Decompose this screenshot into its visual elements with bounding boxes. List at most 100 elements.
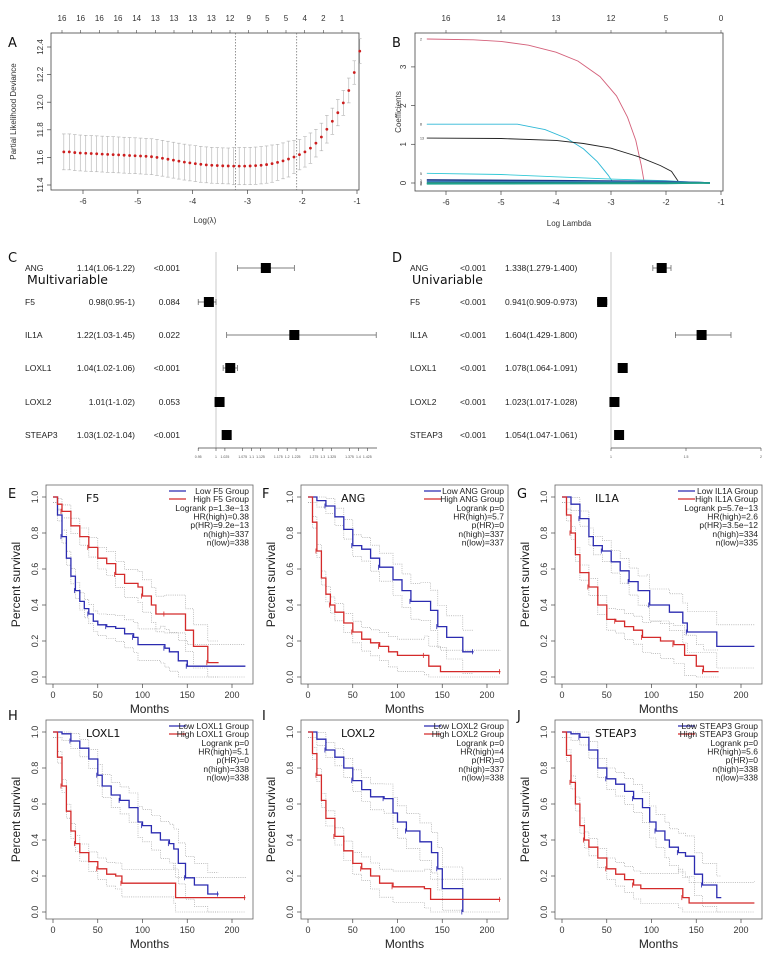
deviance-point — [215, 164, 219, 167]
confidence-band — [562, 737, 755, 913]
plot-frame — [50, 32, 360, 191]
survival-curve — [562, 731, 722, 899]
confidence-band — [53, 731, 246, 878]
y-tick-label: 0.2 — [539, 870, 549, 883]
top-tick-label: 1 — [340, 14, 345, 23]
top-tick-label: 5 — [284, 14, 289, 23]
confidence-band — [308, 496, 474, 631]
deviance-point — [232, 164, 236, 168]
plot-frame — [554, 484, 763, 685]
deviance-point — [347, 89, 351, 92]
deviance-point — [254, 164, 258, 168]
deviance-point — [139, 154, 142, 158]
legend-label: Low IL1A Group — [697, 486, 758, 496]
confidence-band — [53, 737, 219, 913]
deviance-point — [67, 150, 71, 154]
y-tick-label: 1.0 — [285, 726, 295, 739]
stat-text: n(high)=338 — [712, 764, 758, 774]
deviance-point — [314, 141, 318, 145]
y-axis-label: Coefficients — [394, 91, 403, 133]
x-tick-label: 100 — [644, 925, 659, 935]
x-tick-label: 0 — [305, 690, 310, 700]
confidence-band — [562, 496, 719, 651]
forest-row: LOXL1 1.04(1.02-1.06) <0.001 — [25, 363, 238, 373]
x-axis-label: Months — [639, 937, 678, 951]
gene-name: LOXL1 — [25, 363, 52, 373]
legend-label: High LOXL2 Group — [432, 729, 505, 739]
y-tick-label: 1.0 — [30, 726, 40, 739]
stat-text: n(high)=337 — [203, 529, 249, 539]
p-value: <0.001 — [460, 397, 487, 407]
deviance-point — [122, 153, 126, 157]
stat-text: p(HR)=0 — [472, 520, 505, 530]
y-tick-label: 12.2 — [36, 66, 45, 82]
x-tick-label: 1.075 — [238, 455, 247, 459]
x-tick-label: 0 — [305, 925, 310, 935]
deviance-point — [243, 164, 247, 168]
deviance-point — [352, 71, 356, 74]
gene-name: IL1A — [25, 330, 43, 340]
coef-path-8 — [426, 123, 613, 182]
plot-frame — [300, 719, 509, 920]
deviance-point — [358, 49, 362, 53]
gene-name: STEAP3 — [410, 430, 443, 440]
deviance-point — [303, 150, 307, 154]
deviance-point — [166, 157, 170, 161]
y-axis-label: Percent survival — [518, 542, 532, 627]
deviance-point — [265, 163, 268, 166]
x-tick-label: -4 — [189, 197, 197, 206]
hr-marker — [617, 363, 628, 373]
confidence-band — [308, 502, 474, 674]
top-tick-label: 4 — [302, 14, 307, 23]
x-tick-label: 200 — [479, 690, 494, 700]
deviance-point — [117, 153, 121, 157]
survival-curve — [562, 496, 755, 648]
y-tick-label: 1 — [399, 142, 408, 147]
gene-name: ANG — [25, 263, 43, 273]
y-tick-label: 0.8 — [30, 527, 40, 540]
hr-ci-text: 1.03(1.02-1.04) — [77, 430, 135, 440]
hr-marker — [214, 397, 225, 407]
stat-text: p(HR)=0 — [726, 755, 759, 765]
y-tick-label: 11.6 — [36, 149, 45, 165]
deviance-point — [210, 163, 214, 167]
forest-title: Univariable — [412, 272, 483, 287]
y-tick-label: 0.8 — [539, 527, 549, 540]
forest-row: LOXL2 <0.001 1.023(1.017-1.028) — [410, 397, 620, 407]
panel-label-g: G — [517, 487, 527, 502]
forest-row: ANG 1.14(1.06-1.22) <0.001 — [25, 263, 295, 273]
coef-path-13 — [426, 137, 679, 182]
coef-path-label: 5 — [420, 172, 422, 176]
stat-text: n(low)=337 — [462, 537, 505, 547]
gene-name: ANG — [410, 263, 428, 273]
deviance-point — [204, 163, 208, 167]
deviance-point — [248, 164, 252, 168]
coef-path-label: 13 — [420, 137, 424, 141]
stat-text: p(HR)=0 — [217, 755, 250, 765]
deviance-point — [177, 159, 181, 163]
top-tick-label: 0 — [719, 14, 724, 23]
hr-marker — [609, 397, 620, 407]
x-tick-label: -5 — [497, 198, 505, 207]
x-tick-label: -3 — [607, 198, 615, 207]
chart-f-km-ang: 0 50 100 150 200 0.0 0.2 0.4 0.6 0.8 1.0 Months Perc… — [264, 484, 509, 716]
stat-text: p(HR)=3.5e−12 — [699, 520, 758, 530]
top-tick-label: 12 — [607, 14, 616, 23]
survival-curve — [308, 496, 501, 673]
chart-e-km-f5: 0 50 100 150 200 0.0 0.2 0.4 0.6 0.8 1.0 Months Perc… — [9, 484, 254, 716]
top-tick-label: 5 — [265, 14, 270, 23]
y-tick-label: 11.4 — [36, 177, 45, 193]
forest-row: STEAP3 <0.001 1.054(1.047-1.061) — [410, 430, 625, 440]
top-tick-label: 12 — [226, 14, 235, 23]
y-tick-label: 0.6 — [539, 563, 549, 576]
p-value: 0.084 — [159, 297, 181, 307]
y-tick-label: 0.0 — [539, 906, 549, 919]
x-tick-label: 0 — [559, 925, 564, 935]
confidence-band — [562, 496, 755, 626]
x-tick-label: 0.95 — [195, 455, 202, 459]
x-tick-label: -4 — [552, 198, 560, 207]
hr-ci-text: 1.604(1.429-1.800) — [505, 330, 577, 340]
stat-text: p(HR)=9.2e−13 — [190, 520, 249, 530]
x-tick-label: 150 — [180, 925, 195, 935]
x-tick-label: 1.175 — [274, 455, 283, 459]
